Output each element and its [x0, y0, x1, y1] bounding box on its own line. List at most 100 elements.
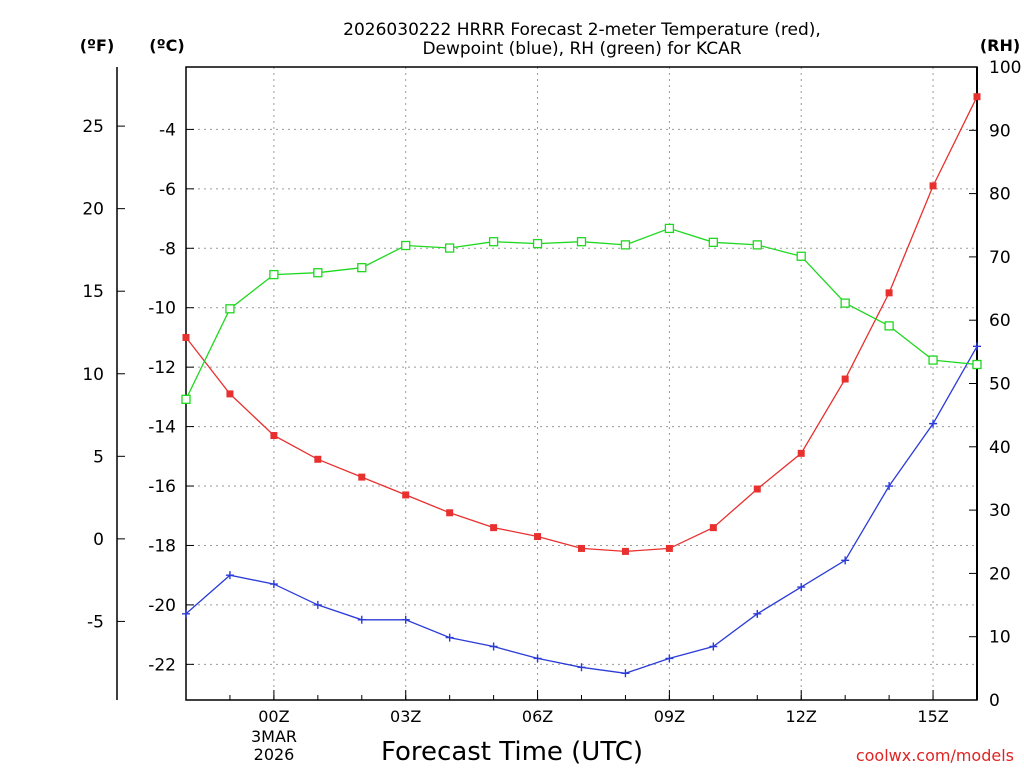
temperature-point: [490, 524, 498, 532]
fahrenheit-tick-label: -5: [87, 612, 104, 632]
dewpoint-point: [797, 583, 806, 592]
rh-tick-label: 10: [989, 628, 1011, 648]
fahrenheit-tick-label: 10: [82, 365, 104, 385]
dewpoint-point: [401, 615, 410, 624]
rh-point: [972, 359, 982, 370]
temperature-point: [314, 455, 322, 463]
x-tick-label: 06Z: [522, 707, 553, 726]
temperature-point: [621, 547, 629, 555]
rh-tick-label: 0: [989, 691, 1000, 711]
rh-point: [401, 240, 411, 251]
x-tick-label: 03Z: [390, 707, 421, 726]
temperature-point: [973, 93, 981, 101]
dewpoint-point: [841, 556, 850, 565]
rh-point: [532, 238, 543, 249]
rh-point: [664, 223, 675, 234]
dewpoint-point: [709, 642, 718, 651]
temperature-point: [841, 375, 849, 383]
fahrenheit-tick-label: 5: [93, 447, 104, 467]
rh-point: [357, 263, 367, 273]
dewpoint-point: [533, 654, 542, 663]
temperature-point: [446, 509, 454, 517]
unit-label-celsius: (ºC): [149, 36, 184, 55]
axes: 2520151050-5-4-6-8-10-12-14-16-18-20-221…: [82, 58, 1021, 726]
temperature-point: [797, 449, 805, 457]
rh-tick-label: 60: [989, 311, 1011, 331]
rh-tick-label: 30: [989, 501, 1011, 521]
temperature-point: [929, 182, 937, 190]
x-tick-label: 15Z: [917, 707, 948, 726]
dewpoint-point: [225, 571, 234, 580]
temperature-point: [534, 533, 542, 541]
rh-line: [185, 227, 978, 400]
fahrenheit-tick-label: 0: [93, 530, 104, 550]
rh-point: [313, 268, 323, 278]
temperature-point: [270, 432, 278, 440]
dewpoint-line: [185, 346, 978, 674]
dewpoint-point: [489, 642, 498, 651]
dewpoint-point: [665, 654, 674, 663]
unit-label-rh: (RH): [980, 36, 1020, 55]
rh-tick-label: 90: [989, 121, 1011, 141]
chart-title-line1: 2026030222 HRRR Forecast 2-meter Tempera…: [343, 20, 821, 40]
dewpoint-point: [269, 580, 278, 589]
temperature-point: [402, 491, 410, 499]
dewpoint-point: [753, 609, 762, 618]
x-tick-label: 09Z: [654, 707, 685, 726]
rh-point: [840, 298, 850, 308]
dewpoint-point: [577, 663, 586, 672]
x-axis-date-year: 2026: [254, 745, 295, 764]
celsius-tick-label: -22: [148, 655, 176, 675]
temperature-point: [182, 333, 190, 341]
rh-point: [181, 394, 191, 404]
rh-point: [488, 237, 499, 247]
celsius-tick-label: -14: [148, 418, 176, 438]
unit-label-fahrenheit: (ºF): [80, 36, 115, 55]
rh-tick-label: 80: [989, 185, 1011, 205]
temperature-point: [226, 390, 234, 398]
x-axis-label: Forecast Time (UTC): [381, 737, 643, 767]
dewpoint-point: [182, 609, 190, 618]
rh-point: [445, 243, 455, 253]
dewpoint-point: [621, 669, 630, 678]
dewpoint-point: [929, 419, 938, 428]
fahrenheit-tick-label: 25: [82, 117, 104, 137]
rh-point: [708, 237, 718, 247]
grid-lines: [186, 67, 977, 700]
rh-tick-label: 40: [989, 438, 1011, 458]
temperature-point: [753, 485, 761, 493]
rh-point: [796, 251, 806, 261]
temperature-point: [885, 289, 893, 297]
x-tick-label: 12Z: [786, 707, 817, 726]
x-tick-label: 00Z: [258, 707, 289, 726]
rh-point: [928, 355, 938, 365]
temperature-line: [185, 96, 978, 553]
rh-tick-label: 70: [989, 248, 1011, 268]
credit-label: coolwx.com/models: [856, 746, 1014, 765]
chart-title-line2: Dewpoint (blue), RH (green) for KCAR: [422, 39, 741, 59]
dewpoint-point: [313, 600, 322, 609]
temperature-point: [578, 544, 585, 552]
temperature-point: [665, 544, 673, 552]
celsius-tick-label: -16: [148, 477, 176, 497]
celsius-tick-label: -12: [148, 358, 176, 378]
rh-point: [225, 304, 235, 314]
temperature-point: [358, 473, 366, 481]
rh-point: [620, 240, 631, 250]
dewpoint-point: [885, 482, 894, 491]
rh-tick-label: 20: [989, 564, 1011, 584]
dewpoint-point: [973, 342, 981, 351]
celsius-tick-label: -10: [148, 299, 176, 319]
rh-point: [576, 237, 587, 247]
x-axis-date-month: 3MAR: [251, 727, 297, 746]
rh-tick-label: 100: [989, 58, 1021, 78]
fahrenheit-tick-label: 15: [82, 282, 104, 302]
celsius-tick-label: -18: [148, 536, 176, 556]
dewpoint-point: [445, 633, 454, 642]
rh-point: [269, 269, 279, 280]
rh-point: [884, 321, 894, 331]
data-series: [181, 93, 982, 678]
celsius-tick-label: -20: [148, 596, 176, 616]
celsius-tick-label: -6: [159, 180, 176, 200]
